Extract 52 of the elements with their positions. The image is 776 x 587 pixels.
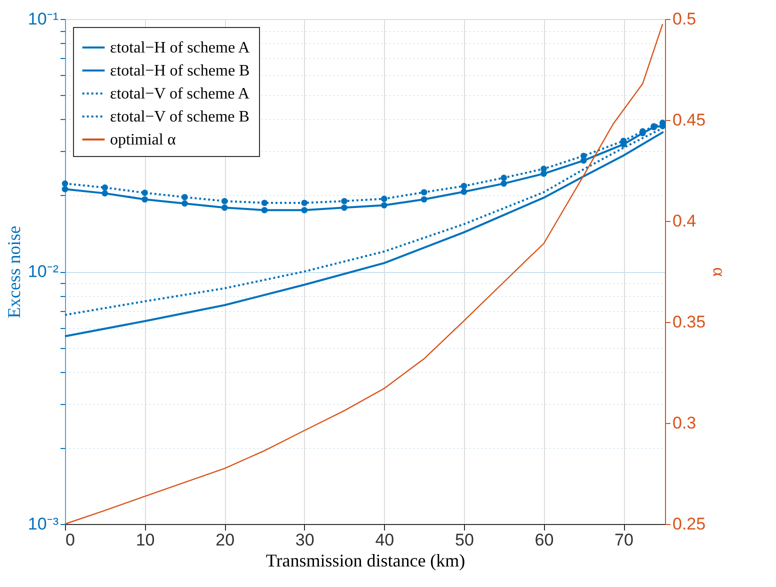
point [221, 198, 228, 204]
point [341, 204, 348, 211]
x-tick-label: 10 [136, 530, 155, 550]
point [580, 152, 587, 160]
legend-label: εtotal−V of scheme B [110, 108, 250, 126]
x-tick-label: 0 [66, 530, 75, 550]
y-axis-title: Excess noise [4, 226, 24, 318]
point [420, 196, 428, 203]
y2-tick-label: 0.4 [672, 212, 696, 230]
point [380, 196, 388, 202]
y2-tick-label: 0.45 [672, 110, 706, 130]
point [102, 184, 108, 191]
y2-tick-label: 0.5 [672, 10, 696, 28]
point [102, 190, 108, 196]
point [341, 198, 348, 204]
line-series [64, 23, 664, 525]
point [142, 196, 148, 203]
point [142, 190, 148, 196]
x-tick-label: 20 [216, 530, 235, 550]
point [62, 186, 68, 192]
x-axis-title: Transmission distance (km) [266, 550, 466, 570]
point [500, 174, 507, 181]
x-tick-label: 70 [614, 530, 634, 550]
point [500, 180, 507, 187]
y-tick-label: 10⁻¹ [28, 10, 59, 28]
x-tick-label: 40 [375, 530, 394, 550]
legend-label: εtotal−V of scheme A [110, 86, 250, 102]
point [420, 189, 428, 196]
point [182, 194, 188, 200]
point [460, 182, 468, 190]
x-tick-label: 60 [534, 530, 554, 550]
point [301, 200, 308, 206]
point [182, 200, 188, 207]
y-tick-label: 10⁻³ [28, 514, 59, 534]
point [261, 206, 268, 214]
y2-tick-label: 0.35 [672, 312, 706, 332]
y2-axis-title: α [710, 267, 730, 278]
point [221, 204, 228, 211]
x-tick-label: 30 [295, 530, 314, 550]
point [540, 166, 547, 172]
point [460, 188, 468, 195]
point [380, 202, 388, 208]
y2-tick-label: 0.3 [672, 414, 696, 432]
y-tick-label: 10⁻² [28, 262, 59, 281]
x-tick-label: 50 [454, 530, 474, 550]
point [301, 206, 308, 214]
point [62, 180, 68, 187]
legend-label: εtotal−H of scheme A [110, 40, 250, 56]
point [261, 200, 268, 206]
legend-label: optimial α [110, 132, 176, 148]
legend-label: εtotal−H of scheme B [110, 62, 250, 80]
y2-tick-label: 0.25 [672, 514, 706, 534]
